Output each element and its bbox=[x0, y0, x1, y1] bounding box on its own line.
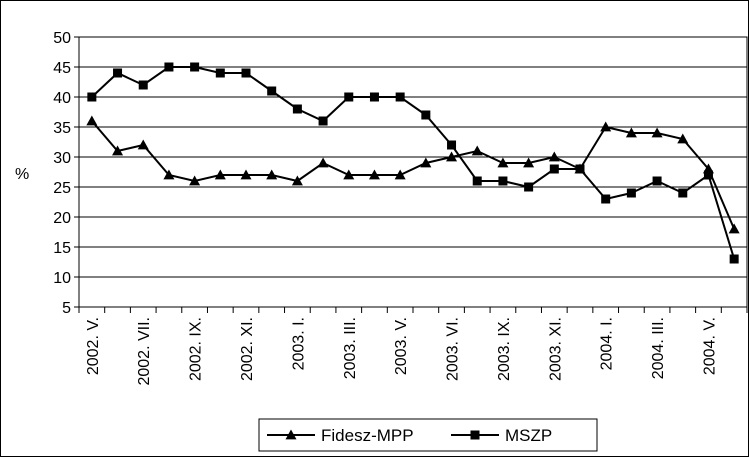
x-tick-label: 2003. I. bbox=[290, 317, 307, 370]
data-point bbox=[394, 169, 406, 180]
y-tick-label: 45 bbox=[53, 60, 71, 77]
x-tick-label: 2003. XI. bbox=[547, 317, 564, 381]
data-point bbox=[318, 116, 328, 126]
series-fidesz-mpp bbox=[86, 115, 740, 234]
y-tick-label: 40 bbox=[53, 90, 71, 107]
data-point bbox=[524, 182, 534, 192]
data-point bbox=[729, 254, 739, 264]
y-axis-label: % bbox=[15, 166, 29, 183]
data-point bbox=[86, 115, 98, 126]
data-point bbox=[292, 104, 302, 114]
legend-label: Fidesz-MPP bbox=[321, 426, 414, 445]
data-point bbox=[471, 145, 483, 156]
data-point bbox=[344, 92, 354, 102]
data-point bbox=[678, 188, 688, 198]
data-point bbox=[267, 86, 277, 96]
data-point bbox=[472, 176, 482, 186]
data-point bbox=[214, 169, 226, 180]
data-point bbox=[447, 140, 457, 150]
data-point bbox=[163, 169, 175, 180]
data-point bbox=[421, 110, 431, 120]
data-point bbox=[369, 92, 379, 102]
x-tick-label: 2004. V. bbox=[701, 317, 718, 375]
data-point bbox=[498, 176, 508, 186]
x-tick-label: 2002. IX. bbox=[188, 317, 205, 381]
data-point bbox=[395, 92, 405, 102]
data-point bbox=[368, 169, 380, 180]
x-axis-ticks: 2002. V. 2002. VII. 2002. IX. 2002. XI. 2003… bbox=[78, 307, 748, 386]
x-tick-label: 2004. III. bbox=[650, 317, 667, 379]
y-tick-label: 25 bbox=[53, 180, 71, 197]
data-point bbox=[549, 164, 559, 174]
data-point bbox=[87, 92, 97, 102]
x-tick-label: 2003. VI. bbox=[445, 317, 462, 381]
x-tick-label: 2002. V. bbox=[85, 317, 102, 375]
data-point bbox=[651, 127, 663, 138]
data-point bbox=[626, 188, 636, 198]
series-line bbox=[91, 66, 736, 260]
y-axis-ticks: 5 10 15 20 25 30 35 40 45 50 bbox=[53, 30, 79, 317]
series-line bbox=[91, 120, 736, 230]
data-point bbox=[600, 121, 612, 132]
legend-entry: Fidesz-MPP bbox=[267, 426, 414, 445]
data-point bbox=[189, 175, 201, 186]
x-tick-label: 2002. XI. bbox=[239, 317, 256, 381]
data-point bbox=[601, 194, 611, 204]
y-tick-label: 20 bbox=[53, 210, 71, 227]
series-mszp bbox=[87, 62, 739, 264]
data-point bbox=[266, 169, 278, 180]
data-point bbox=[291, 175, 303, 186]
data-point bbox=[215, 68, 225, 78]
data-point bbox=[548, 151, 560, 162]
data-point bbox=[497, 157, 509, 168]
data-point bbox=[137, 139, 149, 150]
x-tick-label: 2002. VII. bbox=[136, 317, 153, 386]
data-point bbox=[728, 223, 740, 234]
data-point bbox=[113, 68, 123, 78]
plot-border bbox=[78, 36, 748, 308]
data-point bbox=[285, 429, 297, 440]
y-tick-label: 15 bbox=[53, 240, 71, 257]
gridlines bbox=[79, 36, 747, 308]
data-point bbox=[625, 127, 637, 138]
data-point bbox=[446, 151, 458, 162]
data-point bbox=[652, 176, 662, 186]
x-tick-label: 2003. IX. bbox=[496, 317, 513, 381]
data-point bbox=[575, 164, 585, 174]
legend: Fidesz-MPP MSZP bbox=[258, 418, 598, 452]
data-point bbox=[677, 133, 689, 144]
data-point bbox=[343, 169, 355, 180]
data-point bbox=[138, 80, 148, 90]
data-point bbox=[470, 430, 480, 440]
x-tick-label: 2003. III. bbox=[342, 317, 359, 379]
data-point bbox=[523, 157, 535, 168]
series-lines bbox=[86, 62, 740, 264]
x-tick-label: 2004. I. bbox=[599, 317, 616, 370]
data-point bbox=[240, 169, 252, 180]
data-point bbox=[317, 157, 329, 168]
y-tick-label: 5 bbox=[62, 300, 71, 317]
plot-area bbox=[78, 36, 748, 308]
y-tick-label: 35 bbox=[53, 120, 71, 137]
legend-label: MSZP bbox=[505, 426, 552, 445]
data-point bbox=[703, 170, 713, 180]
y-tick-label: 50 bbox=[53, 30, 71, 47]
data-point bbox=[241, 68, 251, 78]
x-tick-label: 2003. V. bbox=[393, 317, 410, 375]
legend-entry: MSZP bbox=[451, 426, 552, 445]
legend-box bbox=[258, 418, 598, 452]
y-tick-label: 30 bbox=[53, 150, 71, 167]
data-point bbox=[164, 62, 174, 72]
data-point bbox=[420, 157, 432, 168]
data-point bbox=[112, 145, 124, 156]
data-point bbox=[190, 62, 200, 72]
y-tick-label: 10 bbox=[53, 270, 71, 287]
